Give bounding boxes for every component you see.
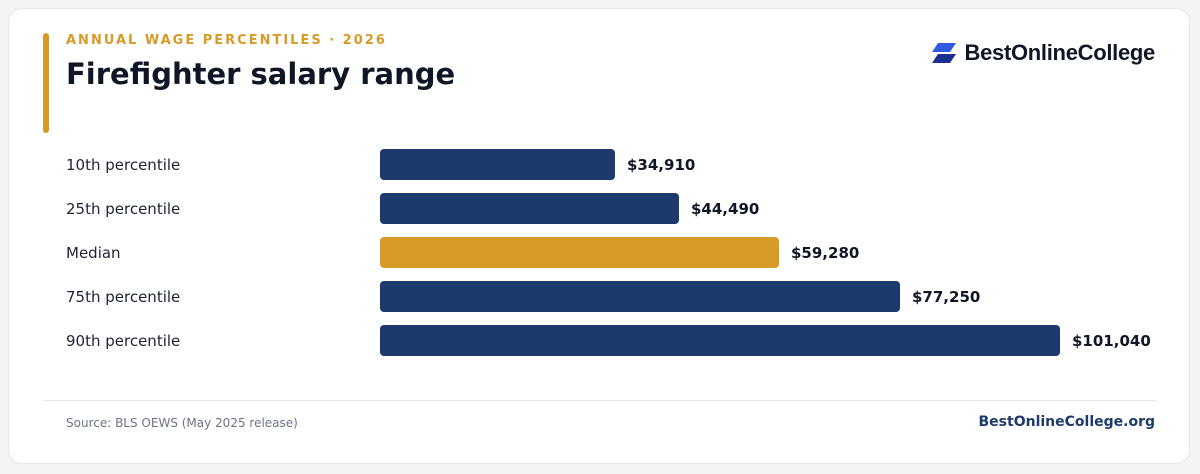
chart-eyebrow: ANNUAL WAGE PERCENTILES · 2026 bbox=[66, 33, 387, 48]
value-label: $101,040 bbox=[1072, 332, 1151, 350]
bar bbox=[380, 281, 900, 312]
bar bbox=[380, 325, 1060, 356]
bar bbox=[380, 149, 615, 180]
chart-card bbox=[8, 8, 1190, 464]
accent-bar bbox=[43, 33, 49, 133]
double-parallelogram-logo-icon bbox=[931, 43, 956, 63]
category-label: 90th percentile bbox=[66, 332, 181, 350]
value-label: $44,490 bbox=[691, 200, 760, 218]
chart-title: Firefighter salary range bbox=[66, 57, 456, 91]
brand-name: BestOnlineCollege bbox=[964, 40, 1156, 65]
bar bbox=[380, 193, 679, 224]
category-label: 10th percentile bbox=[66, 156, 181, 174]
value-label: $59,280 bbox=[791, 244, 860, 262]
bar bbox=[380, 237, 779, 268]
site-name: BestOnlineCollege.org bbox=[978, 414, 1155, 430]
footer-divider bbox=[43, 400, 1156, 401]
brand: BestOnlineCollege bbox=[931, 40, 1156, 66]
category-label: 25th percentile bbox=[66, 200, 181, 218]
category-label: 75th percentile bbox=[66, 288, 181, 306]
value-label: $34,910 bbox=[627, 156, 696, 174]
category-label: Median bbox=[66, 244, 121, 262]
source-note: Source: BLS OEWS (May 2025 release) bbox=[66, 416, 298, 430]
value-label: $77,250 bbox=[912, 288, 981, 306]
